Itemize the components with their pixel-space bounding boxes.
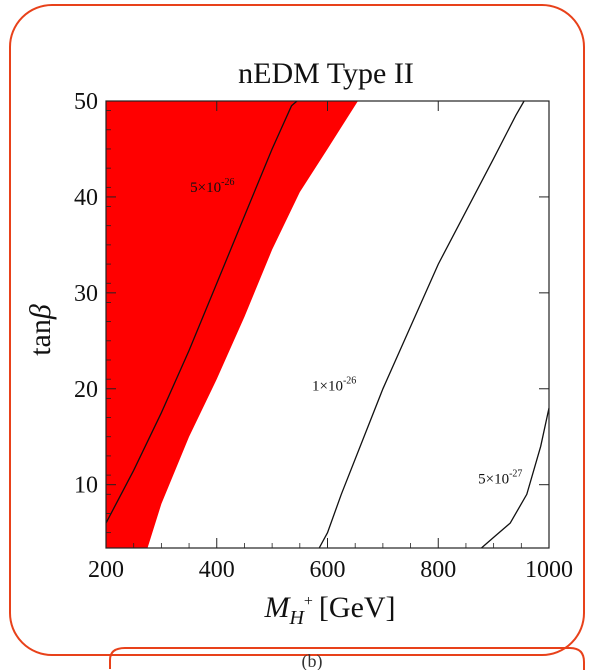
x-axis-title-main: M: [263, 591, 291, 624]
y-tick-label: 50: [74, 89, 98, 115]
contour-label-exponent: -26: [343, 376, 356, 387]
y-axis-title-greek: β: [24, 304, 57, 320]
contour-line-1: [105, 100, 298, 524]
x-tick-label: 400: [199, 557, 235, 583]
y-tick-label: 30: [74, 281, 98, 307]
contour-label-base: 1×10: [312, 379, 343, 395]
x-axis-title-unit: [GeV]: [319, 591, 396, 624]
contour-lines: [105, 100, 550, 549]
panel-caption: (b): [302, 651, 323, 670]
y-axis-title: tanβ: [24, 304, 57, 356]
contour-label-base: 5×10: [190, 180, 221, 196]
frame-border-lower: [109, 647, 585, 670]
x-tick-label: 800: [420, 557, 456, 583]
contour-label-exponent: -26: [221, 177, 234, 188]
y-tick-label: 40: [74, 185, 98, 211]
contour-label-base: 5×10: [478, 472, 509, 488]
y-ticks: 10 20 30 40 50: [74, 89, 549, 534]
plot-area: 5×10-261×10-265×10-27 200 400 600 800 1000 1…: [74, 89, 573, 583]
x-axis-title: MH+ [GeV]: [263, 591, 395, 629]
y-tick-label: 20: [74, 377, 98, 403]
excluded-region: [106, 101, 358, 548]
frame-border: [9, 4, 585, 656]
contour-line-2: [318, 100, 525, 549]
x-tick-label: 600: [310, 557, 346, 583]
x-tick-label: 1000: [525, 557, 573, 583]
contour-label-1: 5×10-26: [190, 177, 234, 196]
contour-labels: 5×10-261×10-265×10-27: [190, 177, 522, 488]
chart-title: nEDM Type II: [238, 57, 414, 90]
contour-line-3: [480, 407, 550, 549]
y-tick-label: 10: [74, 473, 98, 499]
contour-label-exponent: -27: [509, 469, 522, 480]
contour-label-2: 1×10-26: [312, 376, 356, 395]
contour-label-3: 5×10-27: [478, 469, 522, 488]
x-axis-title-sup: +: [304, 593, 313, 610]
x-axis-title-sub: H: [288, 607, 305, 629]
x-ticks: 200 400 600 800 1000: [88, 101, 573, 583]
x-tick-label: 200: [88, 557, 124, 583]
y-axis-title-main: tan: [24, 319, 57, 356]
